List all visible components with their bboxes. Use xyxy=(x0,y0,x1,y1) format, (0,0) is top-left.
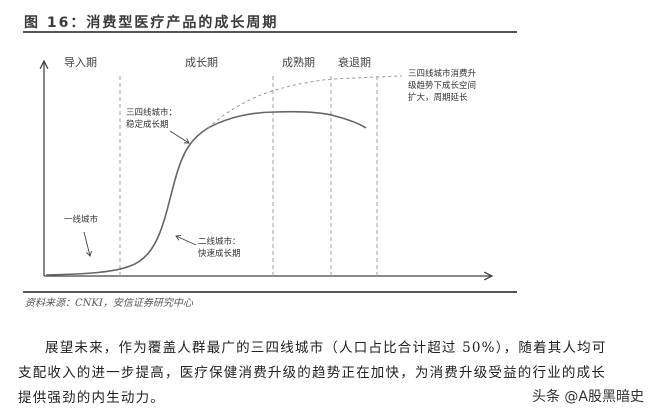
note-tier34: 三四线城市： 稳定成长期 xyxy=(126,108,178,130)
note-tier2: 二线城市： 快速成长期 xyxy=(198,237,241,259)
phase-intro-label: 导入期 xyxy=(64,56,97,69)
phase-growth-label: 成长期 xyxy=(185,56,218,69)
figure-title: 图 16：消费型医疗产品的成长周期 xyxy=(24,15,279,31)
lifecycle-chart xyxy=(0,0,660,290)
body-line-2: 支配收入的进一步提高，医疗保健消费升级的趋势正在加快，为消费升级受益的行业的成长 xyxy=(18,365,606,381)
title-rule xyxy=(23,31,517,33)
arrow-tier1-icon xyxy=(83,231,90,256)
body-line-3: 提供强劲的内生动力。 xyxy=(18,390,165,406)
phase-boundaries xyxy=(119,76,378,276)
watermark: 头条 @A股黑暗史 xyxy=(531,389,644,405)
body-paragraph: 展望未来，作为覆盖人群最广的三四线城市（人口占比合计超过 50%），随着其人均可… xyxy=(18,336,643,411)
phase-mature-label: 成熟期 xyxy=(282,56,315,69)
note-upgrade: 三四线城市消费升 级趋势下成长空间 扩大，周期延长 xyxy=(408,69,477,103)
note-tier1: 一线城市 xyxy=(64,215,99,225)
arrow-tier34-icon xyxy=(169,130,189,143)
arrow-tier2-icon xyxy=(176,236,197,246)
lifecycle-curve xyxy=(45,110,367,276)
phase-decline-label: 衰退期 xyxy=(338,56,371,69)
source-rule xyxy=(23,291,517,293)
figure-source: 资料来源：CNKI，安信证券研究中心 xyxy=(25,298,193,309)
extended-curve xyxy=(207,75,403,129)
body-line-1: 展望未来，作为覆盖人群最广的三四线城市（人口占比合计超过 50%），随着其人均可 xyxy=(45,340,607,356)
